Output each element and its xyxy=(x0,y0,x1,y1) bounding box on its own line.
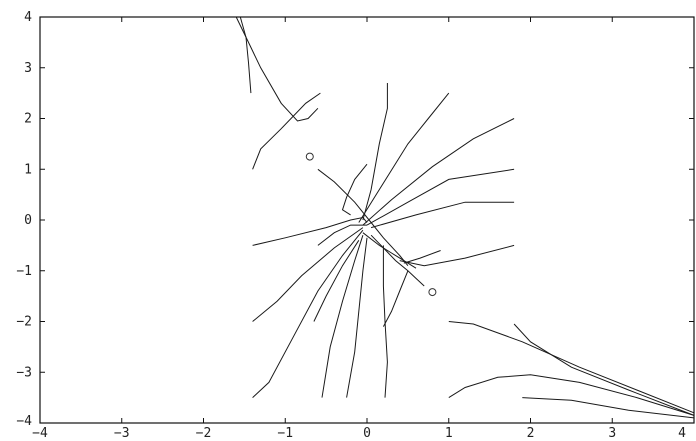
y-tick-label: −3 xyxy=(16,365,32,380)
trajectory-line-23 xyxy=(382,270,409,327)
y-tick-label: −2 xyxy=(16,315,32,330)
y-tick-label: 1 xyxy=(24,162,32,177)
x-tick-label: 0 xyxy=(363,426,371,441)
trajectory-line-27 xyxy=(522,397,695,419)
x-tick-label: 4 xyxy=(678,426,686,441)
x-tick-label: 2 xyxy=(527,426,535,441)
circle-marker-1 xyxy=(305,152,314,161)
marker-layer xyxy=(305,152,437,297)
trajectory-line-2 xyxy=(239,16,252,94)
trajectory-line-18 xyxy=(252,229,364,398)
trajectory-line-15 xyxy=(399,244,515,267)
tick-layer xyxy=(39,16,695,424)
axis-frame xyxy=(39,16,695,424)
trajectory-line-19 xyxy=(313,240,360,322)
trajectory-line-12 xyxy=(362,118,515,226)
trajectory-line-17 xyxy=(252,227,364,322)
tick-label-layer: −4 −3 −2 −1 0 1 2 3 4 −4 −3 −2 −1 0 1 2 3 4 xyxy=(16,10,686,441)
trajectory-line-10 xyxy=(362,83,388,221)
x-tick-label: −4 xyxy=(32,426,48,441)
trajectory-line-11 xyxy=(358,92,450,223)
trajectory-line-5 xyxy=(362,232,417,269)
trajectory-line-3 xyxy=(252,92,321,170)
y-tick-label: 0 xyxy=(24,213,32,228)
trajectory-line-22 xyxy=(382,245,388,398)
y-tick-label: 2 xyxy=(24,112,32,127)
y-tick-label: −4 xyxy=(16,414,32,429)
x-tick-label: 1 xyxy=(445,426,453,441)
trajectory-line-21 xyxy=(346,237,368,398)
trajectory-line-13 xyxy=(366,168,515,226)
circle-marker-2 xyxy=(428,288,437,297)
trajectory-line-7 xyxy=(252,216,368,246)
x-tick-label: −3 xyxy=(114,426,130,441)
trajectory-line-16 xyxy=(403,250,441,264)
trajectory-layer xyxy=(235,16,695,419)
trajectory-line-8 xyxy=(317,224,367,246)
trajectory-line-6 xyxy=(370,234,425,287)
x-tick-label: −1 xyxy=(277,426,293,441)
x-tick-label: 3 xyxy=(608,426,616,441)
trajectory-line-14 xyxy=(370,201,515,229)
y-tick-label: 3 xyxy=(24,61,32,76)
trajectory-line-9 xyxy=(341,163,368,216)
trajectory-line-25 xyxy=(513,323,695,416)
x-tick-label: −2 xyxy=(196,426,212,441)
trajectory-line-1 xyxy=(235,16,319,122)
trajectory-line-26 xyxy=(448,374,695,416)
y-tick-label: 4 xyxy=(24,10,32,25)
y-tick-label: −1 xyxy=(16,264,32,279)
trajectory-line-20 xyxy=(321,235,364,398)
